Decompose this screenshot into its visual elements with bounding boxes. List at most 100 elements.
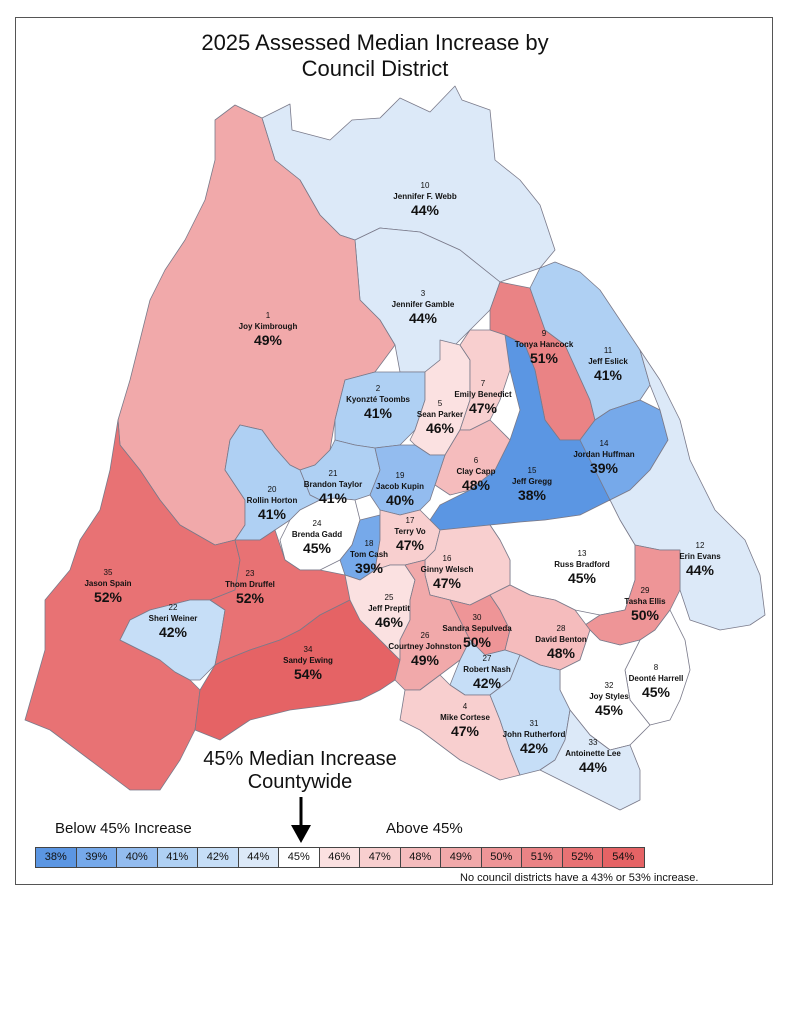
district-increase: 40% (385, 492, 415, 508)
legend-cell-42: 42% (198, 848, 239, 867)
district-label-5: 5 Sean Parker 46% (417, 398, 463, 437)
district-increase: 39% (589, 460, 619, 476)
district-increase: 47% (468, 400, 498, 416)
council-member-name: Jacob Kupin (375, 482, 425, 491)
district-label-19: 19 Jacob Kupin 40% (376, 470, 424, 509)
title-line-1: 2025 Assessed Median Increase by (201, 30, 549, 55)
district-label-9: 9 Tonya Hancock 51% (515, 328, 574, 367)
district-increase: 48% (546, 645, 576, 661)
district-increase: 49% (410, 652, 440, 668)
district-label-1: 1 Joy Kimbrough 49% (239, 310, 298, 349)
district-number: 33 (588, 738, 598, 747)
council-member-name: Brenda Gadd (291, 530, 343, 539)
council-member-name: Emily Benedict (454, 390, 512, 399)
council-member-name: Joy Styles (589, 692, 629, 701)
district-increase: 46% (425, 420, 455, 436)
district-number: 29 (640, 586, 650, 595)
district-label-8: 8 Deonté Harrell 45% (629, 662, 684, 701)
district-label-16: 16 Ginny Welsch 47% (421, 553, 474, 592)
council-member-name: Sandra Sepulveda (442, 624, 512, 633)
legend-cell-51: 51% (522, 848, 563, 867)
district-label-13: 13 Russ Bradford 45% (554, 548, 610, 587)
council-member-name: Terry Vo (394, 527, 426, 536)
council-member-name: Jeff Eslick (588, 357, 628, 366)
district-number: 13 (577, 549, 587, 558)
district-label-21: 21 Brandon Taylor 41% (304, 468, 363, 507)
legend: 38% 39% 40% 41% 42% 44% 45% 46% 47% 48% 49% 50% 51% 5… (35, 847, 645, 868)
countywide-note: 45% Median Increase Countywide (170, 748, 430, 794)
council-member-name: Tonya Hancock (514, 340, 574, 349)
legend-cell-48: 48% (400, 848, 441, 867)
legend-cell-40: 40% (117, 848, 158, 867)
district-increase: 42% (158, 624, 188, 640)
district-label-17: 17 Terry Vo 47% (394, 515, 425, 554)
district-number: 18 (364, 539, 374, 548)
district-label-22: 22 Sheri Weiner 42% (149, 602, 198, 641)
council-member-name: Sandy Ewing (283, 656, 333, 665)
district-label-7: 7 Emily Benedict 47% (454, 378, 511, 417)
district-number: 34 (303, 645, 313, 654)
below-label: Below 45% Increase (55, 820, 192, 837)
council-member-name: Jason Spain (84, 579, 132, 588)
council-member-name: Erin Evans (679, 552, 721, 561)
district-increase: 44% (410, 202, 440, 218)
legend-cell-44: 44% (238, 848, 279, 867)
district-increase: 41% (318, 490, 348, 506)
district-label-6: 6 Clay Capp 48% (456, 455, 495, 494)
council-member-name: Thom Druffel (225, 580, 275, 589)
district-increase: 46% (374, 614, 404, 630)
council-member-name: Joy Kimbrough (238, 322, 298, 331)
district-number: 2 (375, 384, 381, 393)
council-member-name: Tasha Ellis (624, 597, 666, 606)
district-label-34: 34 Sandy Ewing 54% (283, 644, 333, 683)
district-increase: 54% (293, 666, 323, 682)
legend-cell-54: 54% (603, 848, 644, 867)
district-increase: 45% (302, 540, 332, 556)
district-number: 22 (168, 603, 178, 612)
council-member-name: Antoinette Lee (565, 749, 621, 758)
legend-cell-45: 45% (279, 848, 320, 867)
district-label-25: 25 Jeff Preptit 46% (368, 592, 410, 631)
district-number: 17 (405, 516, 415, 525)
council-member-name: John Rutherford (502, 730, 566, 739)
district-number: 25 (384, 593, 394, 602)
council-member-name: Russ Bradford (554, 560, 610, 569)
above-label: Above 45% (386, 820, 463, 837)
district-label-23: 23 Thom Druffel 52% (225, 568, 275, 607)
district-label-33: 33 Antoinette Lee 44% (565, 737, 621, 776)
district-increase: 44% (685, 562, 715, 578)
district-number: 12 (695, 541, 705, 550)
district-label-18: 18 Tom Cash 39% (350, 538, 388, 577)
council-member-name: Jeff Preptit (368, 604, 410, 613)
district-number: 24 (312, 519, 322, 528)
district-number: 11 (603, 346, 613, 355)
district-label-12: 12 Erin Evans 44% (679, 540, 720, 579)
council-member-name: Sheri Weiner (148, 614, 198, 623)
legend-cell-47: 47% (360, 848, 401, 867)
district-number: 27 (482, 654, 492, 663)
district-increase: 42% (519, 740, 549, 756)
district-number: 3 (420, 289, 426, 298)
legend-cell-50: 50% (481, 848, 522, 867)
district-number: 32 (604, 681, 614, 690)
council-member-name: Sean Parker (416, 410, 464, 419)
district-number: 30 (472, 613, 482, 622)
district-number: 4 (462, 702, 468, 711)
district-label-14: 14 Jordan Huffman 39% (573, 438, 634, 477)
district-increase: 39% (354, 560, 384, 576)
district-increase: 48% (461, 477, 491, 493)
district-increase: 38% (517, 487, 547, 503)
district-label-4: 4 Mike Cortese 47% (440, 701, 490, 740)
district-increase: 50% (630, 607, 660, 623)
council-member-name: Kyonzté Toombs (346, 395, 410, 404)
district-number: 5 (437, 399, 443, 408)
council-member-name: Jordan Huffman (573, 450, 635, 459)
district-number: 21 (328, 469, 338, 478)
district-increase: 45% (594, 702, 624, 718)
district-increase: 41% (257, 506, 287, 522)
district-label-20: 20 Rollin Horton 41% (247, 484, 298, 523)
council-member-name: Robert Nash (463, 665, 511, 674)
district-label-15: 15 Jeff Gregg 38% (512, 465, 552, 504)
district-number: 23 (245, 569, 255, 578)
district-number: 15 (527, 466, 537, 475)
